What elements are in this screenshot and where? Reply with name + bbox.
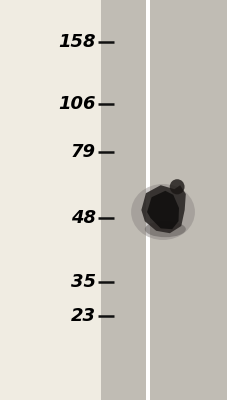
Bar: [150, 0, 227, 400]
Text: 79: 79: [70, 143, 95, 161]
Ellipse shape: [144, 221, 185, 237]
Bar: [145, 0, 150, 400]
Text: 23: 23: [70, 307, 95, 325]
Text: 106: 106: [58, 95, 95, 113]
Ellipse shape: [169, 179, 184, 194]
Polygon shape: [141, 185, 185, 233]
Ellipse shape: [131, 184, 194, 240]
Text: 158: 158: [58, 33, 95, 51]
Text: 48: 48: [70, 209, 95, 227]
Polygon shape: [146, 191, 178, 229]
Bar: [0, 0, 101, 400]
Bar: [101, 0, 145, 400]
Text: 35: 35: [70, 273, 95, 291]
